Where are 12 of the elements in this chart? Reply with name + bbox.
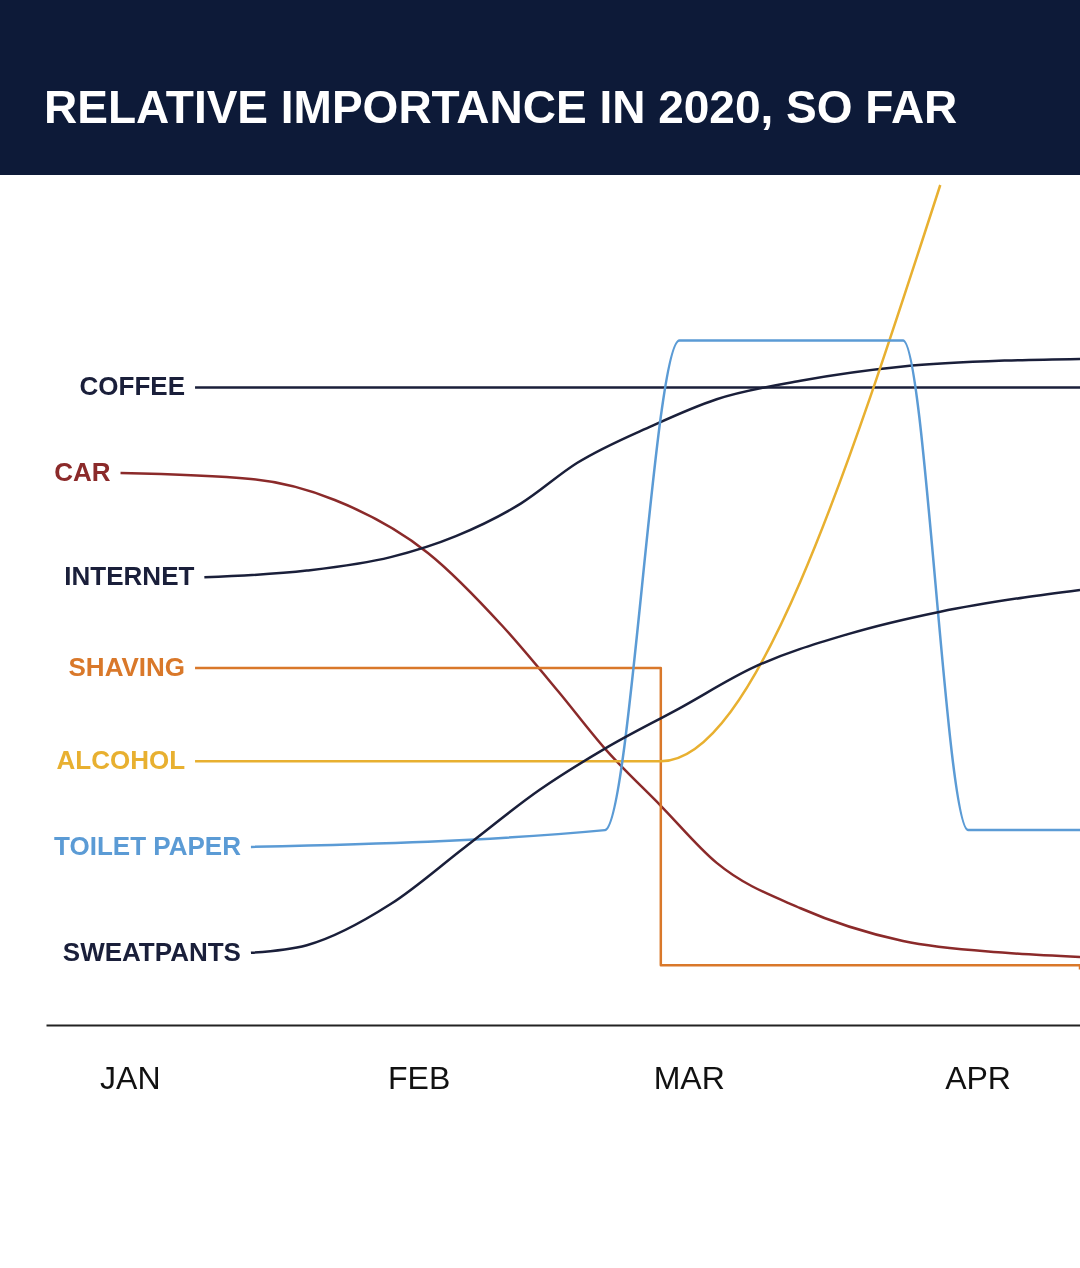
- series-label: COFFEE: [79, 371, 186, 402]
- x-tick-label: MAR: [653, 1059, 725, 1096]
- series-label: TOILET PAPER: [54, 830, 242, 861]
- x-tick-label: APR: [945, 1059, 1011, 1096]
- series-label: SWEATPANTS: [62, 936, 241, 967]
- series-label: CAR: [54, 457, 111, 488]
- series-label: SHAVING: [68, 652, 186, 682]
- series-label: ALCOHOL: [56, 745, 186, 776]
- x-tick-label: FEB: [388, 1059, 451, 1096]
- series-label: INTERNET: [64, 561, 195, 592]
- x-tick-label: JAN: [100, 1059, 161, 1096]
- chart-title: RELATIVE IMPORTANCE IN 2020, SO FAR: [0, 0, 1080, 175]
